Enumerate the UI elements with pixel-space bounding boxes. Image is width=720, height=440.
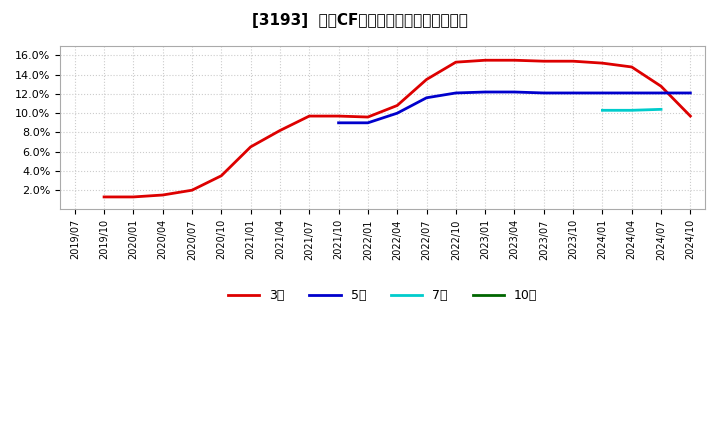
3年 [100, 194, 109, 200]
3年 [569, 59, 577, 64]
3年 [158, 192, 167, 198]
5年 [657, 90, 665, 95]
5年 [569, 90, 577, 95]
3年 [510, 58, 519, 63]
3年 [539, 59, 548, 64]
5年 [539, 90, 548, 95]
3年 [686, 114, 695, 119]
3年 [598, 60, 607, 66]
5年 [510, 89, 519, 95]
3年 [305, 114, 314, 119]
3年 [627, 64, 636, 70]
3年 [334, 114, 343, 119]
7年 [598, 108, 607, 113]
3年 [276, 128, 284, 133]
5年 [481, 89, 490, 95]
3年 [217, 173, 225, 178]
3年 [657, 84, 665, 89]
Legend: 3年, 5年, 7年, 10年: 3年, 5年, 7年, 10年 [222, 284, 542, 308]
Line: 3年: 3年 [104, 60, 690, 197]
5年 [451, 90, 460, 95]
5年 [627, 90, 636, 95]
5年 [334, 120, 343, 125]
Line: 7年: 7年 [603, 109, 661, 110]
3年 [364, 114, 372, 120]
3年 [422, 77, 431, 82]
Text: [3193]  営業CFマージンの標準偏差の推移: [3193] 営業CFマージンの標準偏差の推移 [252, 13, 468, 28]
7年 [657, 106, 665, 112]
Line: 5年: 5年 [338, 92, 690, 123]
5年 [364, 120, 372, 125]
5年 [598, 90, 607, 95]
5年 [422, 95, 431, 100]
3年 [393, 103, 402, 108]
7年 [627, 108, 636, 113]
3年 [481, 58, 490, 63]
3年 [188, 187, 197, 193]
3年 [129, 194, 138, 200]
5年 [393, 110, 402, 116]
3年 [246, 144, 255, 150]
5年 [686, 90, 695, 95]
3年 [451, 59, 460, 65]
